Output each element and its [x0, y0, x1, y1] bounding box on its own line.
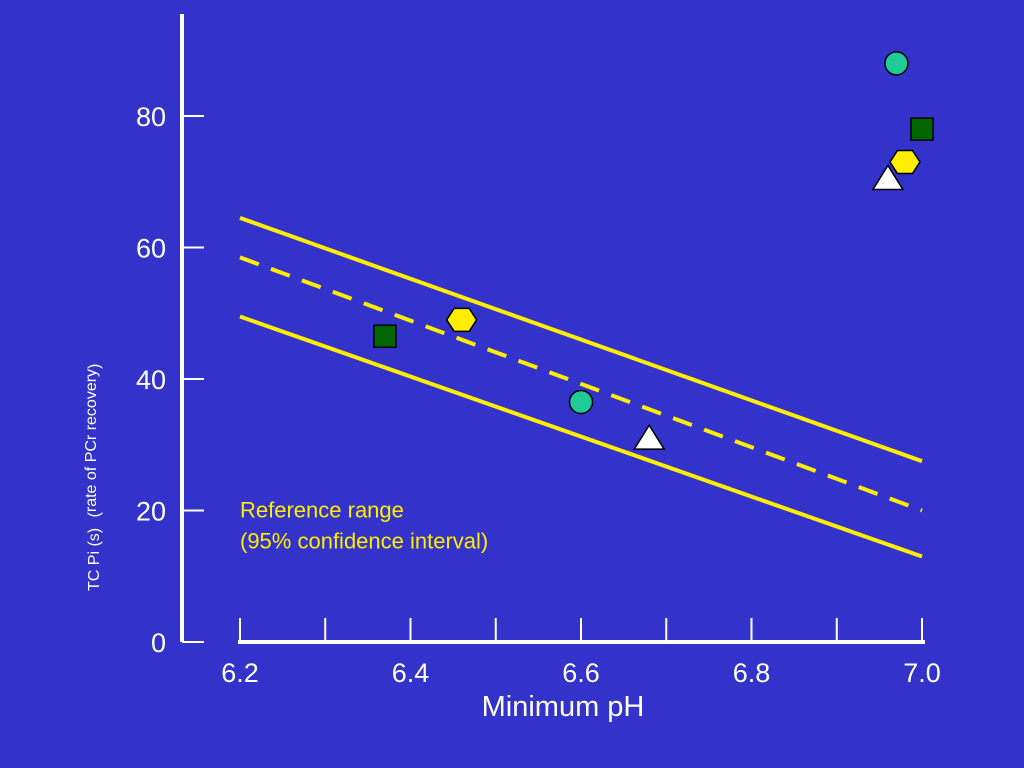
triangle-point-1 — [632, 423, 666, 450]
square-point-1 — [373, 324, 397, 349]
y-tick-label-2: 40 — [136, 365, 166, 395]
annotation-line-1: (95% confidence interval) — [240, 528, 488, 553]
y-tick-label-3: 60 — [136, 234, 166, 264]
y-tick-label-4: 80 — [136, 102, 166, 132]
x-tick-label-4: 7.0 — [903, 658, 941, 688]
y-axis: 0 20 40 60 80 — [136, 14, 204, 658]
x-tick-label-3: 6.8 — [733, 658, 771, 688]
x-tick-label-0: 6.2 — [221, 658, 259, 688]
x-axis-label: Minimum pH — [482, 691, 645, 723]
reference-line-mean — [239, 255, 923, 513]
triangle-point-0 — [871, 164, 905, 191]
y-tick-label-0: 0 — [151, 628, 166, 658]
x-tick-label-2: 6.6 — [562, 658, 600, 688]
reference-line-lower — [239, 314, 923, 559]
reference-range-annotation: Reference range (95% confidence interval) — [240, 497, 488, 553]
annotation-line-0: Reference range — [240, 497, 404, 522]
y-axis-label-sub: rate of PCr recovery — [83, 369, 100, 512]
hexagon-point-1 — [445, 307, 478, 333]
reference-lines — [239, 216, 923, 559]
y-axis-label-open-paren: ( — [86, 511, 103, 517]
square-point-0 — [910, 117, 934, 141]
circle-point-0 — [884, 51, 909, 76]
x-tick-label-1: 6.4 — [392, 658, 430, 688]
reference-line-upper — [239, 216, 923, 464]
x-axis: 6.2 6.4 6.6 6.8 7.0 — [221, 618, 941, 688]
y-tick-label-1: 20 — [136, 497, 166, 527]
circle-point-1 — [568, 389, 594, 415]
hexagon-point-0 — [889, 149, 921, 175]
y-axis-label-main: TC Pi (s) — [86, 528, 103, 591]
y-axis-label: TC Pi (s) (rate of PCr recovery) — [83, 364, 103, 591]
y-axis-label-close-paren: ) — [86, 364, 103, 369]
data-markers — [373, 51, 934, 450]
